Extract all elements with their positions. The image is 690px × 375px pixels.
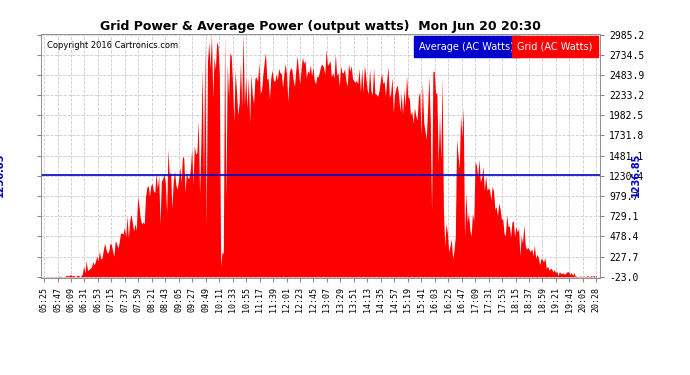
Legend: Average (AC Watts), Grid (AC Watts): Average (AC Watts), Grid (AC Watts)	[417, 39, 595, 54]
Title: Grid Power & Average Power (output watts)  Mon Jun 20 20:30: Grid Power & Average Power (output watts…	[101, 20, 541, 33]
Text: Copyright 2016 Cartronics.com: Copyright 2016 Cartronics.com	[47, 41, 178, 50]
Text: 1236.85: 1236.85	[631, 153, 641, 198]
Text: 1236.85: 1236.85	[0, 153, 5, 198]
